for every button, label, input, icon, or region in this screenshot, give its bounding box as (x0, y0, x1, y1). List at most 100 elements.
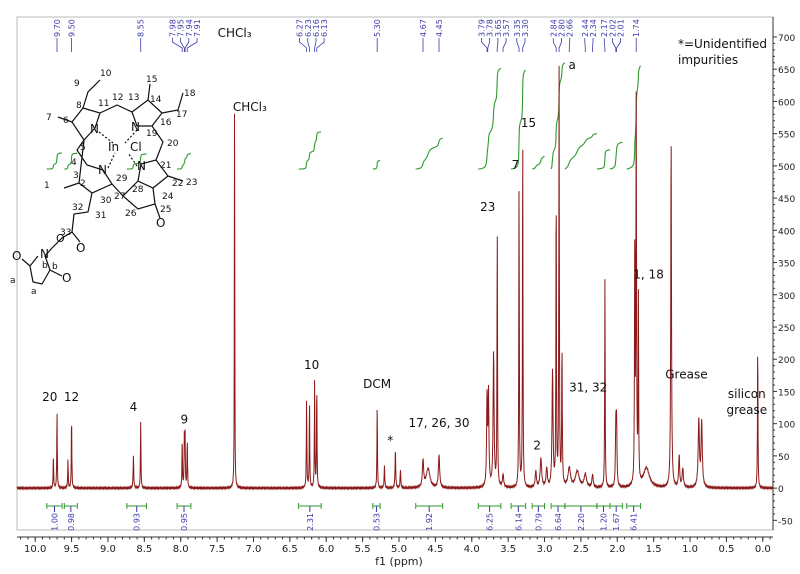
atom-number-label: 24 (162, 192, 174, 202)
integral-value: 1.92 (425, 513, 434, 531)
peak-annotation: silicon (728, 387, 766, 401)
atom-number-label: a (31, 287, 37, 297)
x-tick-label: 5.5 (355, 544, 371, 555)
y-tick-label: 400 (778, 227, 795, 237)
integral-curve (298, 131, 322, 170)
spectrum-line (16, 65, 774, 491)
x-tick-label: 0.5 (718, 544, 734, 555)
integral-value: 2.31 (306, 513, 315, 531)
peak-label: 2.80 (558, 19, 567, 37)
element-label: O (62, 271, 71, 285)
peak-annotation: 15 (521, 116, 536, 130)
atom-number-label: 30 (100, 196, 112, 206)
element-label: N (90, 122, 99, 136)
peak-label: 9.70 (53, 19, 62, 37)
integral-value: 6.41 (630, 513, 639, 531)
peak-label-connector (184, 38, 190, 52)
integral-curve (64, 152, 78, 170)
atom-number-label: 20 (167, 139, 179, 149)
y-tick-label: 100 (778, 421, 795, 431)
integral-value: 6.64 (554, 513, 563, 531)
x-tick-label: 0.0 (755, 544, 771, 555)
peak-label-connector (481, 38, 488, 52)
peak-label-connector (522, 38, 526, 52)
integral-curve (46, 152, 63, 170)
integral-labels: 1.00 0.98 0.93 0.95 2.31 0.53 1.92 6.25 6.14 0.79… (46, 503, 642, 531)
peak-label-connector (316, 38, 325, 52)
peak-label: 4.45 (435, 19, 444, 37)
peak-label: 7.98 (168, 19, 177, 37)
peak-label: 3.65 (494, 19, 503, 37)
x-tick-label: 3.5 (500, 544, 516, 555)
peak-label: 8.55 (137, 19, 146, 37)
y-tick-label: 550 (778, 131, 795, 141)
integral-value: 6.25 (486, 513, 495, 531)
integral-curve (372, 160, 381, 170)
x-tick-label: 4.5 (427, 544, 443, 555)
atom-number-label: 10 (100, 69, 112, 79)
atom-number-label: 32 (72, 203, 83, 213)
atom-number-label: a (10, 276, 16, 286)
integral-value: 0.98 (67, 513, 76, 531)
peak-annotation: 7 (512, 158, 520, 172)
x-axis: 10.0 9.5 9.0 8.5 8.0 7.5 7.0 6.5 6.0 5.5 5.0 4.5 4.0… (17, 536, 773, 555)
peak-label: 2.01 (617, 19, 626, 37)
integral-value: 2.20 (577, 513, 586, 531)
atom-number-label: 3 (73, 171, 79, 181)
atom-number-label: 23 (186, 178, 197, 188)
y-tick-label: 300 (778, 292, 795, 302)
x-tick-label: 8.0 (173, 544, 189, 555)
atom-number-label: b (52, 262, 58, 272)
atom-number-label: 4 (71, 158, 77, 168)
peak-annotation: 1, 18 (633, 268, 664, 282)
integral-value: 0.95 (180, 513, 189, 531)
peak-label-connector (558, 38, 562, 52)
peak-label: 2.02 (608, 19, 617, 37)
peak-label: 3.78 (486, 19, 495, 37)
peak-annotation: 23 (480, 200, 495, 214)
y-tick-label: 0 (778, 485, 784, 495)
y-tick-label: 350 (778, 260, 795, 270)
x-tick-label: 5.0 (391, 544, 407, 555)
y-tick-label: 250 (778, 324, 795, 334)
integral-curves (46, 62, 642, 170)
y-tick-label: 150 (778, 388, 795, 398)
integral-value: 1.00 (50, 513, 59, 531)
integral-value: 0.79 (534, 513, 543, 531)
peak-label-connector (552, 38, 557, 52)
peak-label-connector (186, 38, 198, 52)
peak-label: 1.74 (632, 19, 641, 37)
atom-number-label: 14 (150, 95, 162, 105)
peak-annotation: 2 (533, 438, 541, 452)
atom-number-label: 33 (60, 228, 71, 238)
atom-number-label: 13 (128, 93, 139, 103)
peak-label: 2.17 (600, 19, 609, 37)
peak-annotation: 12 (64, 390, 79, 404)
peak-annotation: CHCl₃ (233, 100, 267, 114)
peak-label: 4.67 (419, 19, 428, 37)
integral-curve (478, 67, 502, 170)
integral-curve (177, 153, 191, 170)
integral-value: 1.20 (599, 513, 608, 531)
x-tick-label: 10.0 (24, 544, 46, 555)
x-tick-label: 9.0 (100, 544, 116, 555)
peak-label-connector (314, 38, 317, 52)
x-axis-label: f1 (ppm) (375, 555, 423, 568)
atom-number-label: b (42, 261, 48, 271)
x-tick-label: 1.0 (682, 544, 698, 555)
molecule-bonds (21, 79, 184, 285)
peak-annotation: 9 (181, 413, 189, 427)
element-label: In (108, 140, 119, 154)
element-label: N (137, 159, 146, 173)
peak-label-connector (612, 38, 617, 52)
y-tick-label: 50 (778, 453, 790, 463)
element-label: O (56, 232, 65, 245)
atom-number-label: 25 (160, 205, 171, 215)
peak-annotation: * (387, 433, 393, 447)
atom-number-label: 2 (80, 179, 86, 189)
x-tick-label: 7.0 (246, 544, 262, 555)
atom-number-label: 11 (98, 99, 109, 109)
